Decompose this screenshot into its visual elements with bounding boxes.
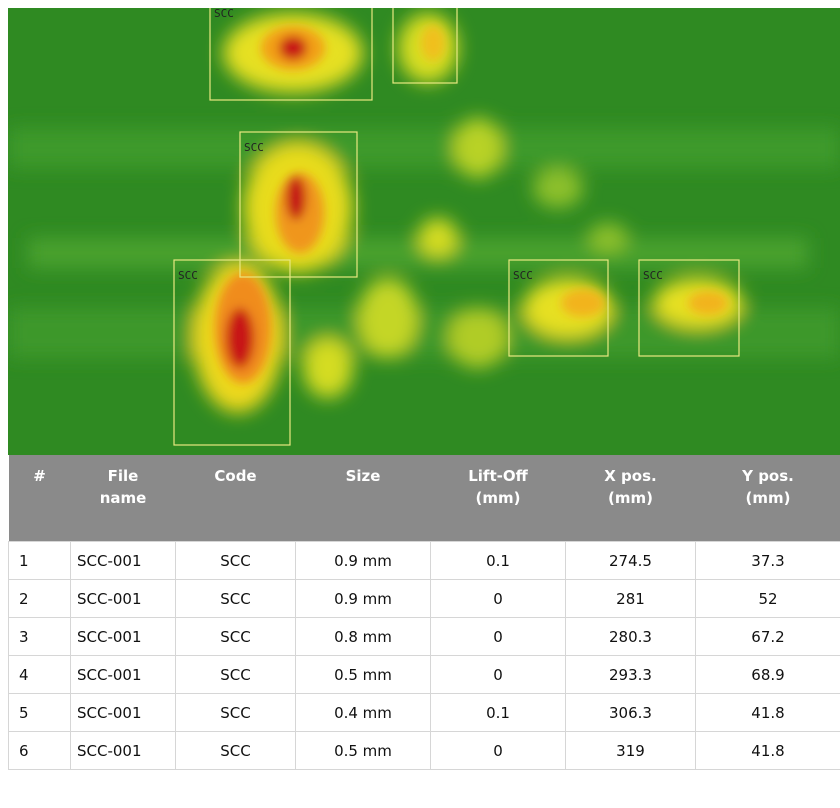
detection-box <box>239 131 358 278</box>
column-header: Lift-Off (mm) <box>430 455 566 542</box>
table-cell: 0.1 <box>430 693 566 732</box>
table-row: 1 SCC-001 SCC 0.9 mm 0.1 274.5 37.3 <box>8 541 840 580</box>
table-cell: 0.8 mm <box>295 617 431 656</box>
table-cell: 0.9 mm <box>295 579 431 618</box>
table-cell: 52 <box>695 579 840 618</box>
table-cell: SCC <box>175 731 296 770</box>
heat-peaks <box>215 25 728 383</box>
box-label: SCC <box>178 269 198 282</box>
column-header: # <box>8 455 71 542</box>
table-cell: 0.1 <box>430 541 566 580</box>
table-cell: SCC <box>175 655 296 694</box>
heatmap: SCC SCC SCC SCC SCC <box>8 8 840 455</box>
table-cell: 280.3 <box>565 617 696 656</box>
box-label: SCC <box>244 141 264 154</box>
table-cell: 0 <box>430 617 566 656</box>
table-cell: 3 <box>8 617 71 656</box>
table-cell: 0 <box>430 655 566 694</box>
table-cell: 0.9 mm <box>295 541 431 580</box>
table-row: 5 SCC-001 SCC 0.4 mm 0.1 306.3 41.8 <box>8 693 840 732</box>
table-cell: 0 <box>430 579 566 618</box>
table-cell: 274.5 <box>565 541 696 580</box>
table-body: 1 SCC-001 SCC 0.9 mm 0.1 274.5 37.3 2 SCC-001 SCC… <box>8 541 840 770</box>
table-cell: SCC-001 <box>70 579 176 618</box>
table-cell: 319 <box>565 731 696 770</box>
table-cell: 0.4 mm <box>295 693 431 732</box>
column-header: File name <box>70 455 176 542</box>
table-cell: 293.3 <box>565 655 696 694</box>
table-cell: 1 <box>8 541 71 580</box>
table-cell: 306.3 <box>565 693 696 732</box>
table-cell: SCC-001 <box>70 617 176 656</box>
table-row: 3 SCC-001 SCC 0.8 mm 0 280.3 67.2 <box>8 617 840 656</box>
table-cell: 41.8 <box>695 731 840 770</box>
table-row: 6 SCC-001 SCC 0.5 mm 0 319 41.8 <box>8 731 840 770</box>
table-row: 2 SCC-001 SCC 0.9 mm 0 281 52 <box>8 579 840 618</box>
table-cell: 4 <box>8 655 71 694</box>
header-row: # File name Code Size Lift-Off (mm) X pos. (m… <box>8 455 840 542</box>
table-cell: SCC-001 <box>70 655 176 694</box>
detection-boxes <box>173 8 740 446</box>
table-cell: SCC-001 <box>70 693 176 732</box>
table-cell: SCC <box>175 693 296 732</box>
table-cell: 41.8 <box>695 693 840 732</box>
box-label: SCC <box>214 8 234 20</box>
table-cell: 0.5 mm <box>295 731 431 770</box>
table-cell: 67.2 <box>695 617 840 656</box>
table-cell: 0.5 mm <box>295 655 431 694</box>
detection-box <box>173 259 291 446</box>
table-cell: 37.3 <box>695 541 840 580</box>
table-cell: SCC <box>175 579 296 618</box>
detection-box <box>508 259 609 357</box>
table-cell: 2 <box>8 579 71 618</box>
detection-box <box>638 259 740 357</box>
table-row: 4 SCC-001 SCC 0.5 mm 0 293.3 68.9 <box>8 655 840 694</box>
column-header: Y pos. (mm) <box>695 455 840 542</box>
box-label: SCC <box>643 269 663 282</box>
detection-box <box>209 8 373 101</box>
table-cell: 0 <box>430 731 566 770</box>
table-cell: 68.9 <box>695 655 840 694</box>
table-cell: 6 <box>8 731 71 770</box>
detection-box <box>392 8 458 84</box>
table-cell: SCC <box>175 541 296 580</box>
column-header: Code <box>175 455 296 542</box>
table-cell: SCC-001 <box>70 731 176 770</box>
table-cell: 281 <box>565 579 696 618</box>
results-table: # File name Code Size Lift-Off (mm) X pos. (m… <box>8 455 840 770</box>
column-header: Size <box>295 455 431 542</box>
table-cell: 5 <box>8 693 71 732</box>
table-cell: SCC-001 <box>70 541 176 580</box>
box-label: SCC <box>513 269 533 282</box>
table-cell: SCC <box>175 617 296 656</box>
column-header: X pos. (mm) <box>565 455 696 542</box>
